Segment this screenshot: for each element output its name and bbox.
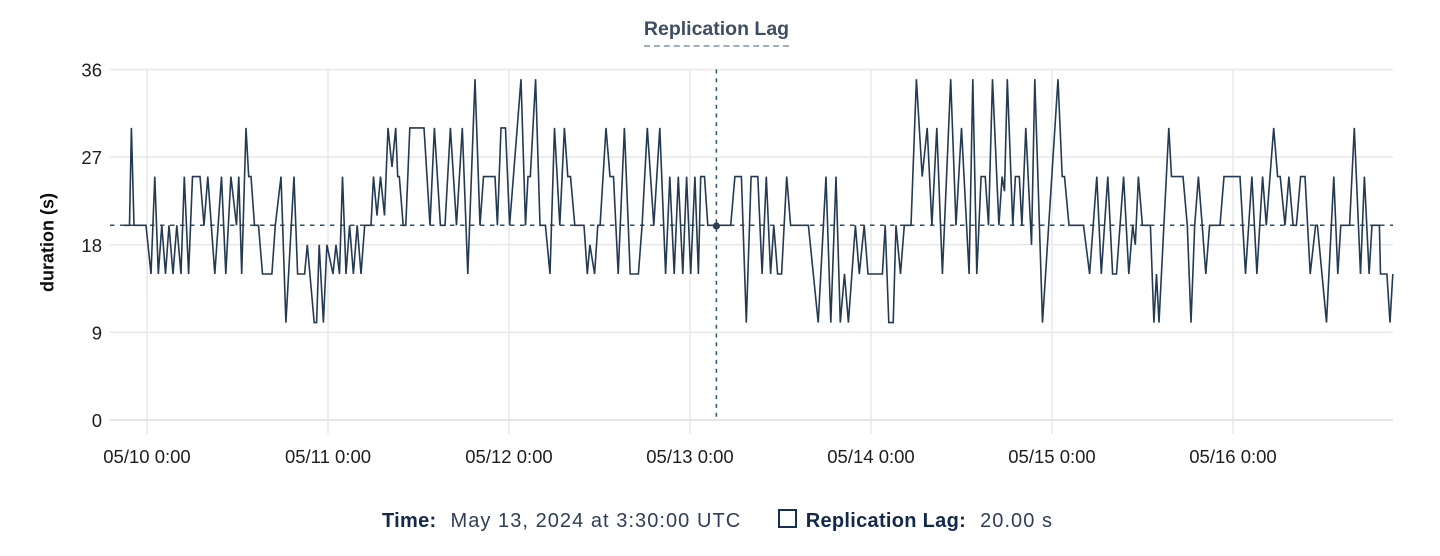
- svg-text:05/15 0:00: 05/15 0:00: [1008, 446, 1095, 467]
- svg-text:27: 27: [81, 147, 102, 168]
- svg-text:05/14 0:00: 05/14 0:00: [827, 446, 914, 467]
- svg-text:05/11 0:00: 05/11 0:00: [285, 446, 371, 467]
- svg-text:9: 9: [92, 322, 102, 343]
- svg-text:05/13 0:00: 05/13 0:00: [646, 446, 733, 467]
- svg-text:05/10 0:00: 05/10 0:00: [103, 446, 190, 467]
- svg-text:18: 18: [81, 235, 102, 256]
- svg-text:05/16 0:00: 05/16 0:00: [1189, 446, 1276, 467]
- svg-text:05/12 0:00: 05/12 0:00: [465, 446, 552, 467]
- svg-text:36: 36: [81, 60, 102, 81]
- svg-text:0: 0: [92, 410, 102, 431]
- svg-text:duration (s): duration (s): [38, 193, 58, 292]
